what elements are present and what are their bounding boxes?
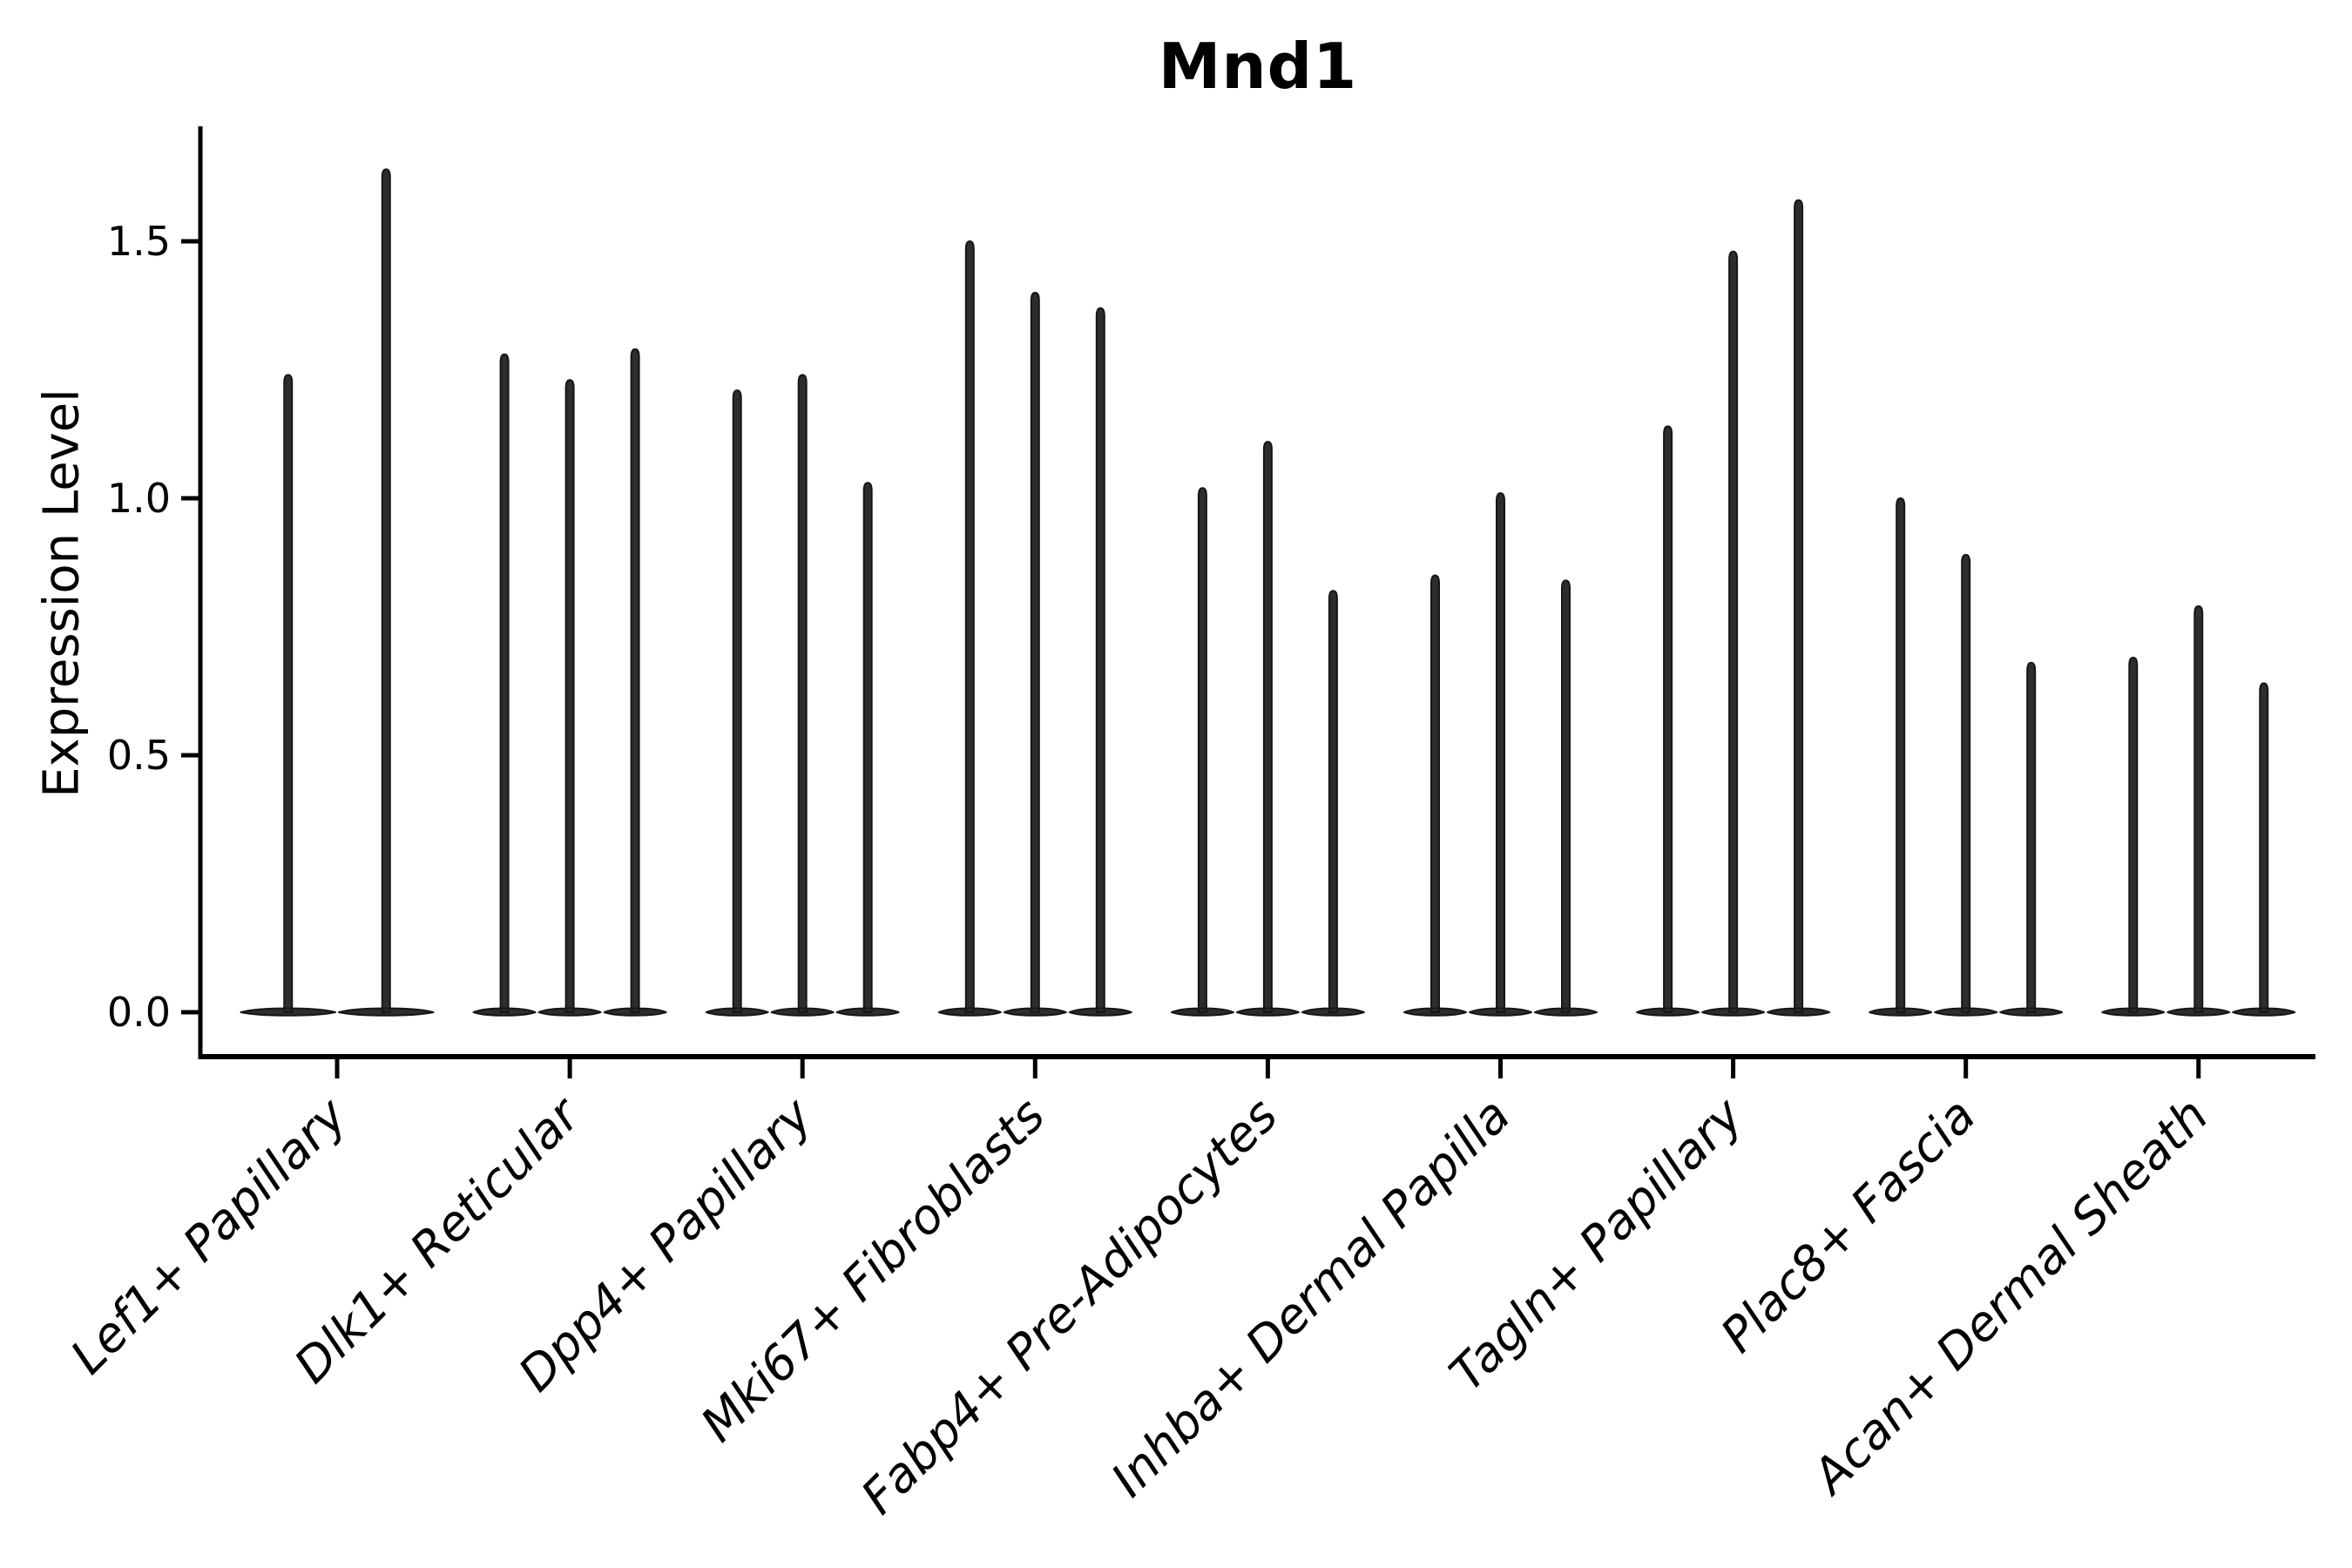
violin <box>1003 292 1067 1017</box>
violin <box>1934 553 1998 1017</box>
violin <box>472 353 537 1017</box>
violin <box>1767 199 1831 1017</box>
x-tick-label: Fabp4+ Pre-Adipocytes <box>850 1087 1288 1524</box>
y-tick-label: 1.5 <box>107 218 171 265</box>
x-tick-label: Acan+ Dermal Sheath <box>1800 1087 2219 1506</box>
y-tick-label: 0.5 <box>107 732 171 779</box>
violin <box>1170 487 1234 1017</box>
y-tick-label: 1.0 <box>107 475 171 522</box>
violin <box>1869 497 1933 1017</box>
violin <box>1636 425 1700 1017</box>
violin <box>240 374 336 1017</box>
violin <box>1534 579 1598 1017</box>
violin <box>1235 441 1300 1017</box>
y-tick-label: 0.0 <box>107 989 171 1036</box>
violin <box>338 168 435 1017</box>
violin <box>705 389 769 1017</box>
violin <box>2232 682 2296 1017</box>
violin <box>537 379 602 1017</box>
chart-title: Mnd1 <box>1158 30 1358 103</box>
violin <box>1068 307 1132 1017</box>
violin <box>2101 656 2166 1017</box>
violin <box>603 348 667 1017</box>
violin <box>1999 661 2064 1017</box>
violin <box>835 482 900 1017</box>
violin <box>2166 605 2231 1017</box>
violin <box>1469 492 1532 1017</box>
violin <box>1403 574 1467 1017</box>
violin <box>770 374 835 1017</box>
violin <box>937 240 1002 1017</box>
violin <box>1701 250 1766 1017</box>
violin <box>1301 590 1365 1017</box>
x-tick-label: Inhba+ Dermal Papilla <box>1100 1087 1520 1507</box>
